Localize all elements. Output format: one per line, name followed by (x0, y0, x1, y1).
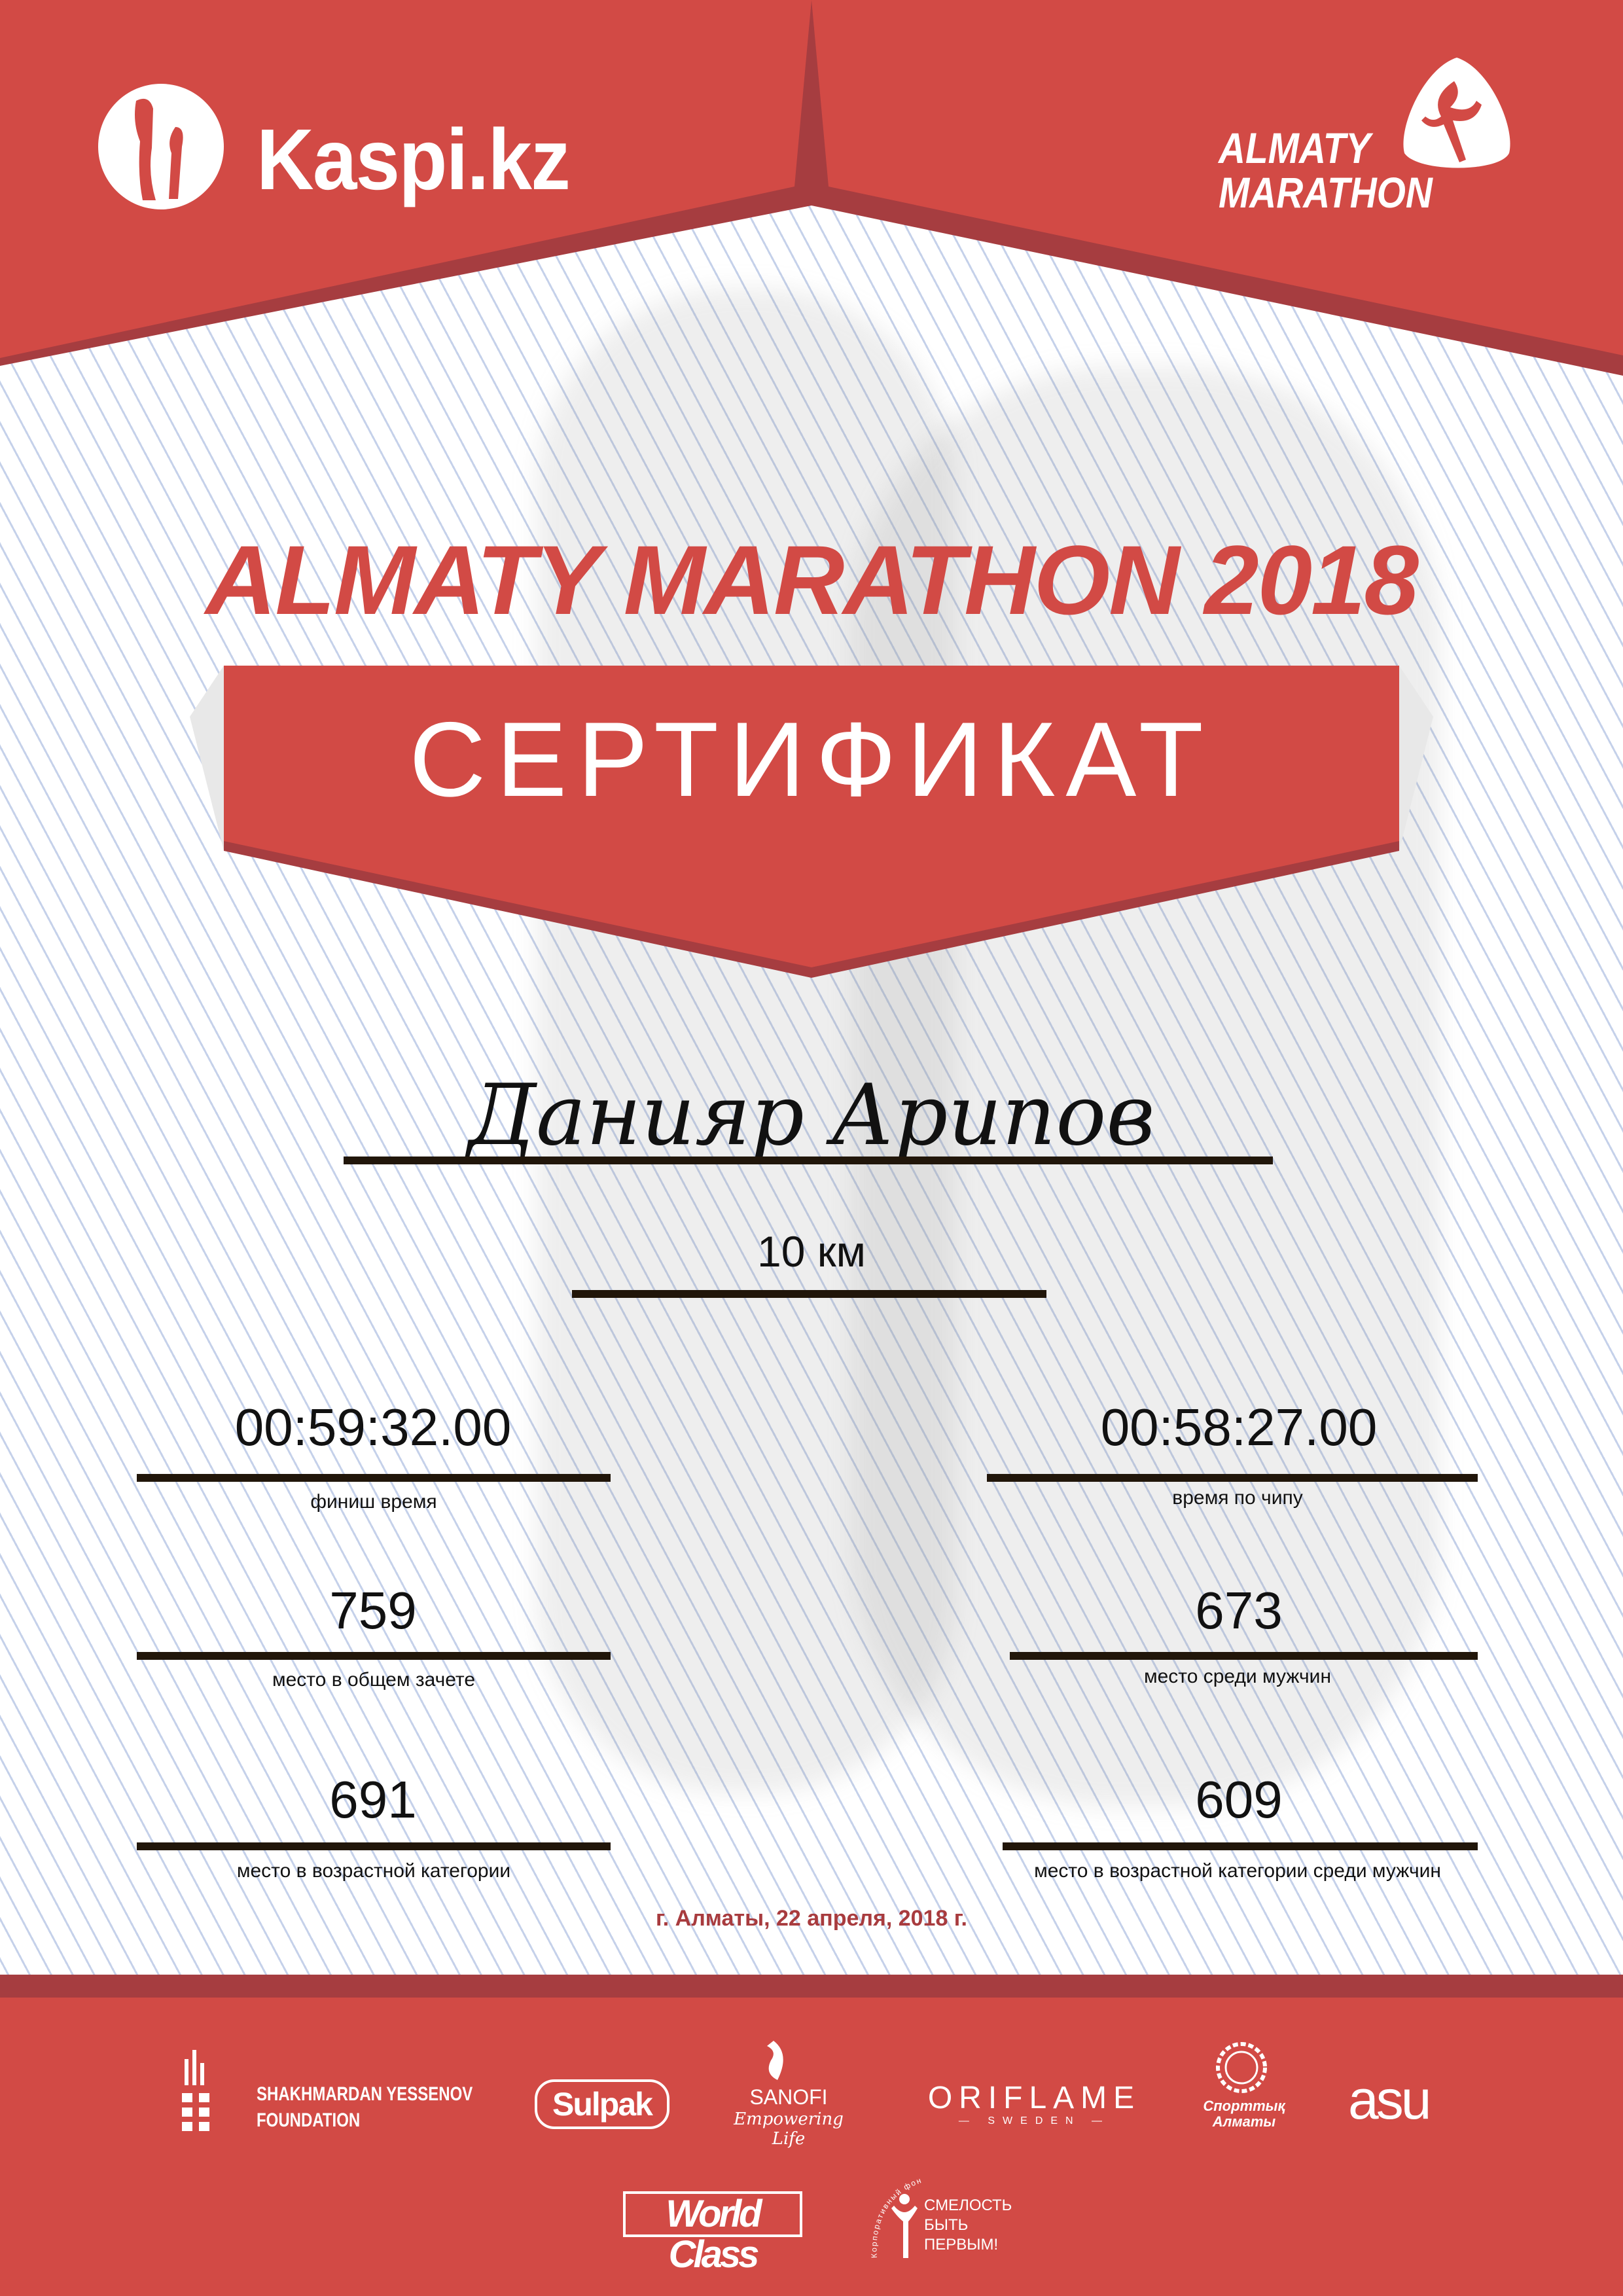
sport-almaty-logo: Спорттық Алматы (1203, 2098, 1285, 2130)
overall-place-label: место в общем зачете (272, 1669, 476, 1691)
yessenov-foundation-logo: SHAKHMARDAN YESSENOV FOUNDATION (257, 2081, 473, 2134)
male-place-value: 673 (1195, 1581, 1283, 1640)
overall-place-value: 759 (329, 1581, 417, 1640)
smelost-arc-text: Корпоративный фонд (864, 2173, 923, 2258)
age-male-place-value: 609 (1195, 1770, 1283, 1829)
oriflame-text: ORIFLAME (927, 2081, 1141, 2115)
sport-almaty-emblem-icon (1216, 2042, 1267, 2093)
chip-time-value: 00:58:27.00 (1100, 1398, 1378, 1456)
sanofi-logo: SANOFI Empowering Life (723, 2085, 854, 2149)
participant-name: Данияр Арипов (468, 1067, 1155, 1164)
oriflame-logo: ORIFLAME — SWEDEN — (925, 2081, 1144, 2127)
sanofi-tagline: Empowering Life (734, 2109, 844, 2149)
distance-underline (572, 1290, 1046, 1298)
yessenov-line1: SHAKHMARDAN YESSENOV (257, 2083, 473, 2105)
smelost-line1: СМЕЛОСТЬ (924, 2197, 1012, 2214)
chip-time-label: время по чипу (1172, 1487, 1303, 1509)
chip-time-underline (987, 1474, 1478, 1482)
age-place-label: место в возрастной категории (236, 1860, 511, 1882)
age-male-place-underline (1003, 1842, 1478, 1850)
male-place-label: место среди мужчин (1143, 1666, 1332, 1687)
logo-line1: ALMATY (1219, 124, 1371, 172)
male-place-underline (1010, 1652, 1478, 1660)
name-underline (344, 1157, 1273, 1164)
finish-time-underline (137, 1474, 611, 1482)
smelost-logo: СМЕЛОСТЬ БЫТЬ ПЕРВЫМ! (924, 2196, 1012, 2255)
sponsors-footer (0, 1998, 1623, 2296)
sanofi-bird-icon (767, 2041, 783, 2080)
kaspi-logo-text: Kaspi.kz (257, 111, 571, 207)
kaspi-logo-icon (98, 84, 224, 209)
age-place-value: 691 (329, 1770, 417, 1829)
runner-photo-woman (851, 367, 1440, 1806)
certificate-banner (190, 666, 1433, 978)
almaty-marathon-runner-icon (1403, 58, 1510, 168)
age-place-underline (137, 1842, 611, 1850)
finish-time-value: 00:59:32.00 (234, 1398, 512, 1456)
almaty-marathon-logo: ALMATY MARATHON (1219, 126, 1433, 215)
sanofi-text: SANOFI (749, 2085, 828, 2109)
smelost-line3: ПЕРВЫМ! (924, 2236, 999, 2253)
sulpak-logo: Sulpak (535, 2079, 669, 2129)
worldclass-text: World Class (666, 2193, 762, 2276)
overall-place-underline (137, 1652, 611, 1660)
event-title: ALMATY MARATHON 2018 (205, 525, 1419, 635)
footer-divider (0, 1975, 1623, 1998)
place-date: г. Алматы, 22 апреля, 2018 г. (656, 1906, 967, 1931)
header-chevron (0, 0, 1623, 376)
smelost-line2: БЫТЬ (924, 2216, 969, 2234)
smelost-arc-textpath: Корпоративный фонд (864, 2173, 922, 2258)
sulpak-text: Sulpak (552, 2086, 653, 2123)
oriflame-sub: — SWEDEN — (958, 2115, 1111, 2126)
asu-logo: asu (1348, 2069, 1431, 2130)
smelost-runner-icon: Корпоративный фонд (864, 2173, 923, 2258)
distance: 10 км (757, 1227, 866, 1276)
background-pattern (0, 0, 1623, 1998)
certificate-heading: СЕРТИФИКАТ (409, 700, 1214, 819)
yessenov-line2: FOUNDATION (257, 2109, 361, 2131)
runner-photo-man (537, 288, 955, 1793)
finish-time-label: финиш время (310, 1491, 437, 1513)
age-male-place-label: место в возрастной категории среди мужчи… (1034, 1860, 1441, 1882)
worldclass-logo: World Class (623, 2191, 802, 2275)
logo-line2: MARATHON (1219, 168, 1433, 217)
yessenov-foundation-icon (182, 2050, 209, 2131)
oriflame-sweden: SWEDEN (988, 2115, 1081, 2126)
